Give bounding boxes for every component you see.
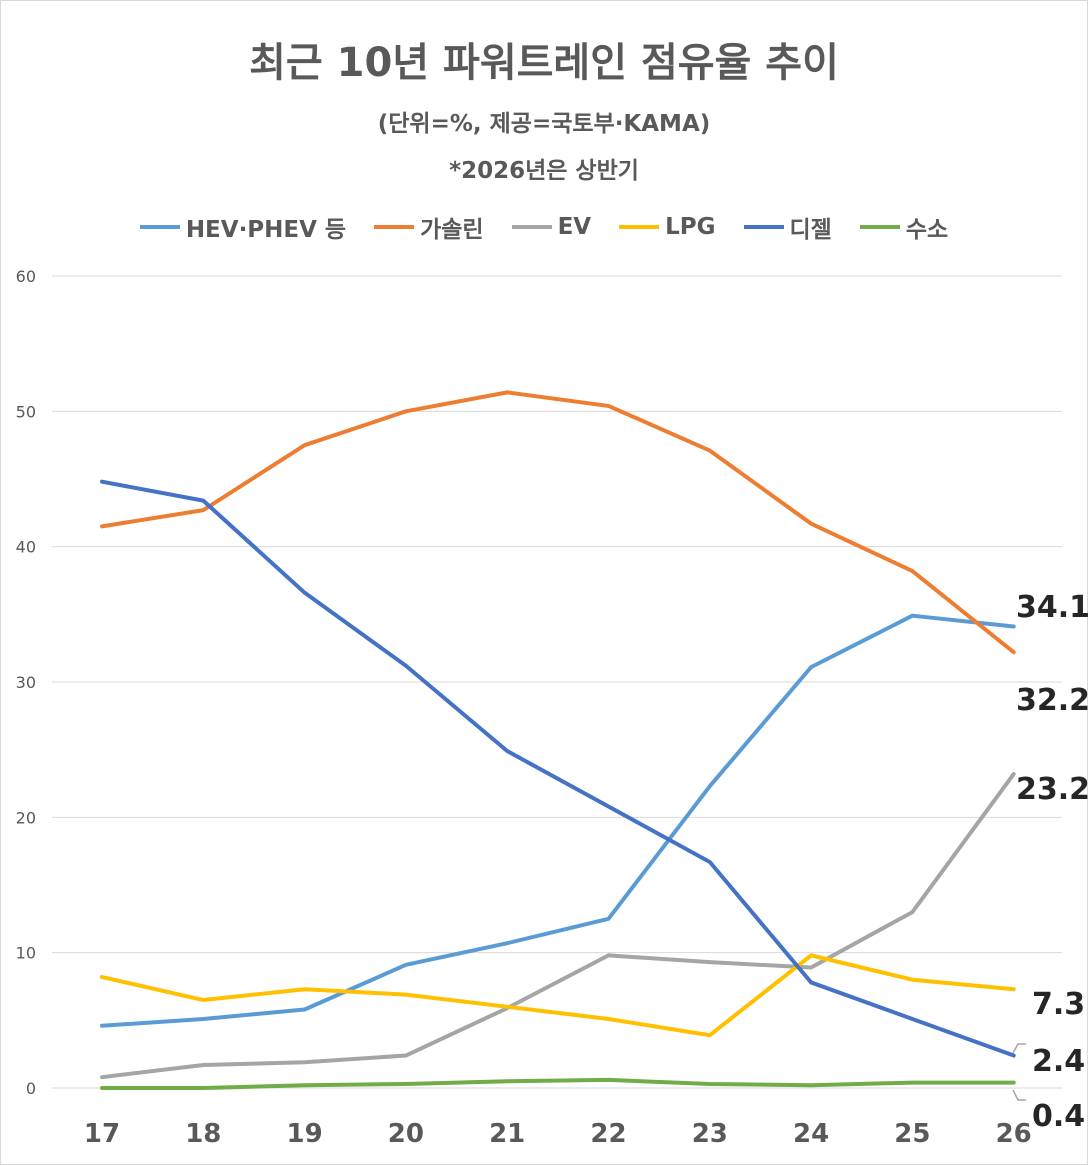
legend-label: LPG <box>665 214 716 240</box>
data-label-4: 2.4 <box>1032 1044 1085 1079</box>
x-tick-label: 25 <box>894 1119 930 1149</box>
legend-swatch <box>374 225 415 229</box>
data-label-1: 32.2 <box>1016 683 1088 718</box>
legend-label: 디젤 <box>789 217 832 243</box>
data-label-2: 23.2 <box>1016 772 1088 807</box>
legend-swatch <box>859 225 900 229</box>
series-line-3 <box>100 953 1016 1038</box>
x-tick-label: 18 <box>185 1119 221 1149</box>
chart-subtitle: (단위=%, 제공=국토부·KAMA) <box>377 111 711 137</box>
legend-item: LPG <box>619 214 716 240</box>
y-tick-label: 50 <box>16 402 36 421</box>
chart-legend: HEV·PHEV 등 가솔린 EV LPG 디젤 수소 <box>0 210 1088 244</box>
y-tick-label: 30 <box>16 673 36 692</box>
x-tick-label: 17 <box>84 1119 120 1149</box>
x-tick-label: 26 <box>996 1119 1032 1149</box>
legend-item: EV <box>511 214 592 240</box>
series-line-0 <box>100 613 1016 1028</box>
x-tick-label: 19 <box>287 1119 323 1149</box>
x-tick-label: 20 <box>388 1119 424 1149</box>
x-tick-label: 22 <box>590 1119 626 1149</box>
legend-label: HEV·PHEV 등 <box>185 217 347 243</box>
x-tick-label: 21 <box>489 1119 525 1149</box>
data-label-5: 0.4 <box>1032 1099 1085 1134</box>
series-line-2 <box>100 772 1016 1080</box>
legend-label: 가솔린 <box>420 217 484 243</box>
y-tick-label: 10 <box>16 944 36 963</box>
series-line-1 <box>100 390 1016 655</box>
chart-title: 최근 10년 파워트레인 점유율 추이 <box>249 40 839 86</box>
y-tick-label: 20 <box>16 808 36 827</box>
legend-swatch <box>511 225 552 229</box>
leader-line-diesel <box>1012 1043 1026 1054</box>
legend-item: 수소 <box>859 210 949 244</box>
legend-item: 가솔린 <box>374 210 484 244</box>
y-tick-label: 60 <box>16 267 36 286</box>
legend-swatch <box>139 225 180 229</box>
legend-label: 수소 <box>905 217 949 243</box>
legend-swatch <box>743 225 784 229</box>
y-tick-label: 40 <box>16 538 36 557</box>
legend-swatch <box>619 225 660 229</box>
series-line-4 <box>100 479 1016 1058</box>
data-label-3: 7.3 <box>1032 987 1085 1022</box>
chart-note: *2026년은 상반기 <box>449 158 639 184</box>
leader-line-hydrogen <box>1012 1089 1026 1101</box>
x-tick-label: 24 <box>793 1119 829 1149</box>
legend-item: HEV·PHEV 등 <box>139 210 347 244</box>
x-tick-label: 23 <box>692 1119 728 1149</box>
legend-item: 디젤 <box>743 210 832 244</box>
legend-label: EV <box>557 214 592 240</box>
data-label-0: 34.1 <box>1016 590 1088 625</box>
y-tick-label: 0 <box>26 1079 36 1098</box>
series-line-5 <box>100 1077 1016 1090</box>
